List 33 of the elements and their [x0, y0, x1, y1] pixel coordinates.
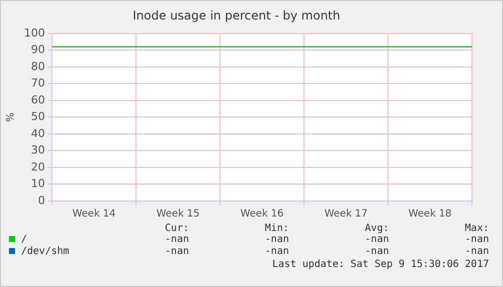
text: -nan	[264, 246, 289, 258]
legend-label: /	[20, 234, 28, 246]
x-tick-label: Week 14	[72, 208, 116, 220]
y-tick-label: 20	[30, 160, 45, 174]
y-tick-label: 0	[38, 194, 45, 207]
x-tick-label: Week 16	[240, 208, 284, 220]
text: -nan	[464, 234, 489, 246]
text: -nan	[264, 234, 289, 246]
legend-label: /dev/shm	[20, 246, 70, 258]
y-tick-label: 70	[30, 76, 45, 90]
y-tick-label: 30	[30, 144, 45, 157]
y-tick-label: 50	[30, 110, 45, 124]
y-tick-label: 100	[24, 26, 45, 40]
y-tick-label: 80	[30, 60, 45, 73]
text: -nan	[364, 246, 389, 258]
y-axis-title: %	[6, 112, 17, 122]
y-tick-label: 90	[30, 43, 45, 56]
y-tick-label: 40	[30, 126, 45, 140]
x-tick-label: Week 18	[408, 208, 452, 220]
text: Cur:	[164, 223, 189, 234]
text: Last update: Sat Sep 9 15:30:06 2017	[271, 259, 489, 270]
chart-title: Inode usage in percent - by month	[132, 8, 340, 22]
text: -nan	[164, 234, 189, 246]
text: -nan	[164, 246, 189, 258]
x-tick-label: Week 17	[324, 208, 368, 220]
text: -nan	[464, 246, 489, 258]
text: Max:	[464, 223, 489, 234]
y-tick-label: 10	[30, 177, 45, 190]
text: Avg:	[364, 223, 389, 234]
y-tick-label: 60	[30, 93, 45, 106]
x-tick-label: Week 15	[156, 208, 200, 220]
text: Min:	[264, 223, 289, 234]
text: -nan	[364, 234, 389, 246]
